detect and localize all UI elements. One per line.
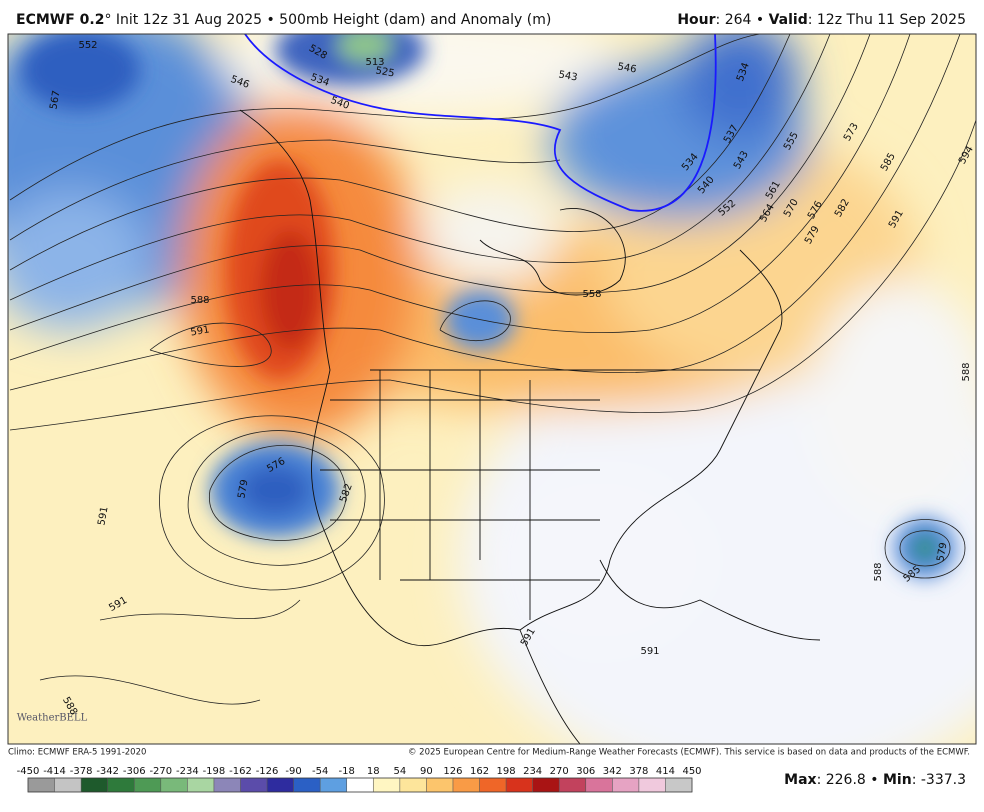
colorbar-tick-label: 234	[523, 766, 542, 777]
header-part: Min	[883, 772, 912, 788]
colorbar-tick-label: -162	[229, 766, 252, 777]
contour-label: 543	[558, 69, 579, 83]
colorbar-tick-label: 342	[603, 766, 622, 777]
contour-540	[244, 34, 717, 212]
colorbar-tick-label: -414	[43, 766, 66, 777]
colorbar-tick-label: -378	[70, 766, 93, 777]
contour-label: 525	[375, 65, 396, 79]
colorbar-tick-label: 270	[550, 766, 569, 777]
colorbar-tick-label: -450	[17, 766, 40, 777]
colorbar-swatch	[532, 778, 560, 792]
contour-label: 591	[96, 506, 110, 527]
contour-label: 588	[873, 562, 884, 581]
contour-label: 546	[617, 61, 638, 75]
colorbar-swatch	[638, 778, 666, 792]
map-border	[7, 33, 977, 745]
colorbar-swatch	[160, 778, 188, 792]
header-part: : 264 •	[716, 12, 769, 28]
coastlines-borders	[239, 109, 821, 744]
header-part: ° Init 12z 31 Aug 2025 • 500mb Height (d…	[104, 12, 551, 28]
colorbar-tick-label: 414	[656, 766, 675, 777]
contour-label: 591	[640, 646, 659, 657]
colorbar-tick-label: -18	[339, 766, 355, 777]
header-part: : -337.3	[912, 772, 966, 788]
colorbar-tick-label: -126	[256, 766, 279, 777]
colorbar-swatch	[452, 778, 480, 792]
colorbar-swatch	[267, 778, 294, 792]
colorbar-tick-label: 450	[682, 766, 701, 777]
colorbar-swatch	[506, 778, 533, 792]
colorbar-swatch	[479, 778, 507, 792]
colorbar-swatch	[81, 778, 108, 792]
colorbar-swatch	[293, 778, 321, 792]
colorbar-tick-label: -54	[312, 766, 328, 777]
header-part: Max	[784, 772, 816, 788]
contour-label: 579	[236, 479, 250, 500]
header-part: : 12z Thu 11 Sep 2025	[808, 12, 966, 28]
header-part: Valid	[769, 12, 808, 28]
map: WeatherBELL	[8, 34, 976, 744]
contour-label: 588	[190, 295, 209, 306]
contour-label: 579	[935, 542, 949, 563]
max-min-stats: Max: 226.8 • Min: -337.3	[784, 772, 966, 788]
colorbar-tick-label: 306	[576, 766, 595, 777]
contour-label: 558	[582, 289, 601, 300]
colorbar: -450 -414 -378 -342 -306 -270 -234 -198 -162 -126…	[17, 766, 702, 793]
colorbar-tick-label: 162	[470, 766, 489, 777]
colorbar-swatch	[399, 778, 427, 792]
colorbar-swatch	[54, 778, 82, 792]
colorbar-swatch	[28, 778, 55, 792]
colorbar-swatch	[320, 778, 347, 792]
climo-note: Climo: ECMWF ERA-5 1991-2020	[8, 748, 146, 758]
header-part: ECMWF 0.2	[16, 12, 104, 28]
colorbar-tick-label: -198	[203, 766, 226, 777]
colorbar-tick-label: -306	[123, 766, 146, 777]
colorbar-swatch	[426, 778, 453, 792]
colorbar-tick-label: 198	[497, 766, 516, 777]
header-part: : 226.8 •	[817, 772, 883, 788]
colorbar-tick-label: 54	[393, 766, 406, 777]
colorbar-tick-label: 18	[367, 766, 380, 777]
contour-label: 588	[961, 362, 972, 381]
colorbar-swatch	[107, 778, 135, 792]
header-right: Hour: 264 • Valid: 12z Thu 11 Sep 2025	[677, 12, 966, 28]
colorbar-swatch	[240, 778, 268, 792]
copyright-note: © 2025 European Centre for Medium-Range …	[408, 748, 970, 758]
header-part: Hour	[677, 12, 715, 28]
colorbar-swatch	[134, 778, 161, 792]
contour-label: 552	[78, 40, 97, 51]
colorbar-tick-label: -270	[149, 766, 172, 777]
colorbar-swatch	[213, 778, 241, 792]
colorbar-swatch	[665, 778, 692, 792]
colorbar-swatch	[187, 778, 214, 792]
colorbar-tick-label: 378	[629, 766, 648, 777]
contour-label: 513	[365, 57, 384, 68]
header-left: ECMWF 0.2° Init 12z 31 Aug 2025 • 500mb …	[16, 12, 551, 28]
colorbar-tick-label: 126	[443, 766, 462, 777]
colorbar-swatch	[346, 778, 374, 792]
watermark: WeatherBELL	[17, 713, 88, 724]
anomaly-cores	[20, 34, 955, 578]
colorbar-tick-label: -234	[176, 766, 199, 777]
height-contours	[9, 34, 976, 705]
colorbar-swatch	[612, 778, 639, 792]
colorbar-tick-label: -342	[96, 766, 119, 777]
colorbar-tick-label: 90	[420, 766, 433, 777]
anomaly-field	[8, 34, 976, 744]
contour-label: 567	[48, 90, 62, 111]
contour-label: 591	[190, 324, 211, 338]
colorbar-swatch	[373, 778, 400, 792]
colorbar-tick-label: -90	[285, 766, 301, 777]
colorbar-swatch	[559, 778, 586, 792]
colorbar-swatch	[585, 778, 613, 792]
